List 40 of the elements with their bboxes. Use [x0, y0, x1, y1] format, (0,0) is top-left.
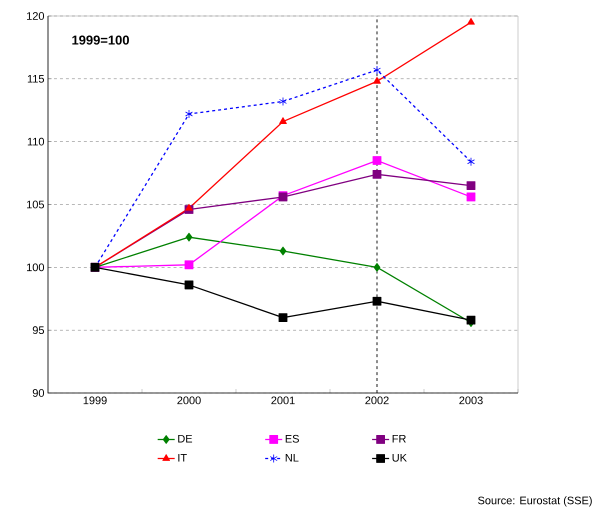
point [467, 157, 475, 166]
legend-label: IT [178, 454, 187, 462]
x-tick-label: 2001 [271, 396, 295, 404]
point [278, 313, 288, 322]
y-tick-label: 115 [28, 75, 44, 83]
y-tick-label: 100 [27, 263, 44, 272]
x-tick-label: 2000 [177, 396, 201, 404]
point [279, 97, 287, 106]
y-tick-label: 90 [32, 389, 44, 397]
point [372, 170, 382, 179]
point [185, 110, 193, 118]
source-note: Source: Eurostat (SSE) [478, 496, 592, 506]
point [280, 246, 286, 256]
point [466, 181, 476, 190]
point [186, 232, 192, 242]
y-tick-label: 95 [32, 326, 44, 334]
x-tick-label: 2002 [365, 396, 389, 404]
point [279, 117, 287, 124]
point [372, 156, 382, 165]
y-tick-label: 120 [27, 12, 44, 20]
point [466, 316, 476, 325]
x-tick-label: 2003 [459, 396, 483, 404]
legend-label: ES [286, 434, 299, 443]
point [184, 260, 194, 270]
annotation: 1999=100 [72, 36, 129, 45]
point [185, 204, 193, 211]
point [467, 18, 475, 25]
y-tick-label: 105 [27, 200, 44, 208]
x-tick-label: 1999 [84, 396, 107, 404]
legend-label: NL [286, 454, 298, 462]
point [374, 262, 380, 272]
legend-label: UK [392, 454, 407, 462]
point [373, 66, 381, 74]
point [184, 280, 194, 290]
y-tick-label: 110 [28, 138, 44, 146]
point [373, 76, 381, 84]
point [466, 192, 476, 202]
legend-label: FR [392, 434, 406, 442]
legend-label: DE [178, 434, 192, 442]
point [372, 296, 382, 306]
